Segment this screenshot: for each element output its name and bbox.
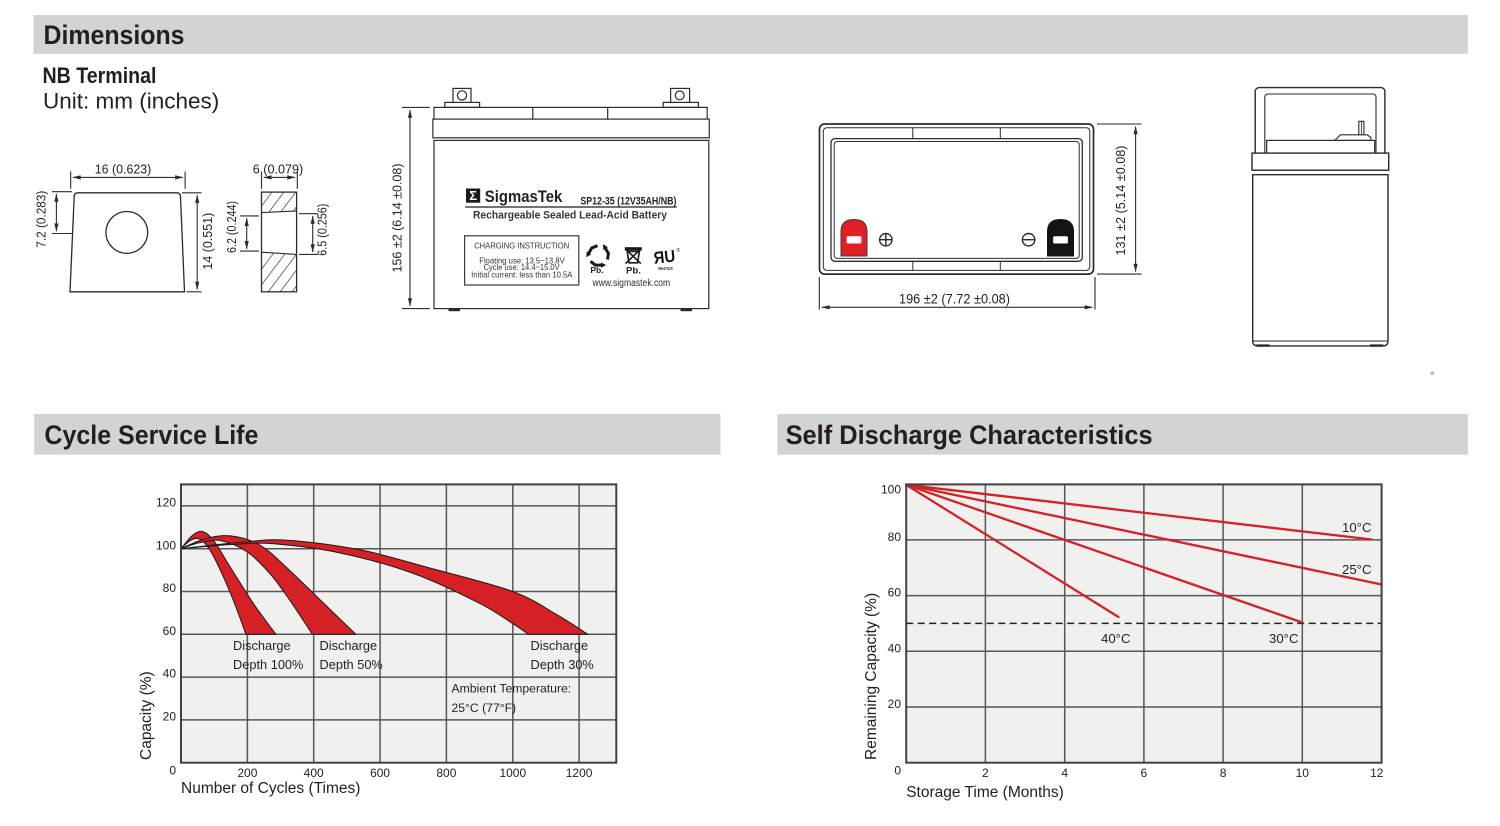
svg-text:1000: 1000 (499, 766, 526, 780)
svg-text:Floating use: 13.5~13.8V: Floating use: 13.5~13.8V (479, 256, 565, 265)
svg-text:12: 12 (1370, 766, 1384, 780)
svg-text:7.2 (0.283): 7.2 (0.283) (33, 191, 48, 248)
svg-text:10°C: 10°C (1342, 520, 1372, 535)
svg-text:20: 20 (163, 710, 177, 724)
svg-text:Rechargeable Sealed Lead-Acid: Rechargeable Sealed Lead-Acid Battery (473, 209, 667, 221)
svg-text:10: 10 (1296, 766, 1310, 780)
svg-text:Depth 50%: Depth 50% (320, 657, 383, 672)
svg-text:1200: 1200 (566, 766, 593, 780)
svg-text:6.2 (0.244): 6.2 (0.244) (224, 201, 239, 253)
svg-text:40: 40 (888, 641, 902, 655)
svg-text:40°C: 40°C (1101, 631, 1131, 646)
svg-text:131 ±2 (5.14 ±0.08): 131 ±2 (5.14 ±0.08) (1113, 146, 1128, 256)
svg-text:NB Terminal: NB Terminal (43, 63, 157, 88)
svg-text:Remaining Capacity (%): Remaining Capacity (%) (863, 593, 880, 760)
svg-text:Pb.: Pb. (590, 265, 603, 275)
svg-text:6 (0.079): 6 (0.079) (253, 162, 304, 177)
svg-text:60: 60 (163, 624, 177, 638)
svg-text:2: 2 (982, 766, 989, 780)
svg-text:60: 60 (888, 586, 902, 600)
svg-text:0: 0 (894, 763, 901, 777)
svg-text:www.sigmastek.com: www.sigmastek.com (592, 278, 671, 289)
svg-text:200: 200 (237, 766, 257, 780)
svg-text:800: 800 (436, 766, 456, 780)
svg-text:Σ: Σ (469, 188, 477, 203)
svg-text:100: 100 (881, 482, 901, 496)
svg-text:Number of Cycles (Times): Number of Cycles (Times) (181, 780, 360, 797)
svg-text:80: 80 (888, 530, 902, 544)
svg-text:Depth 100%: Depth 100% (233, 657, 303, 672)
svg-text:14 (0.551): 14 (0.551) (200, 213, 215, 270)
svg-text:CHARGING INSTRUCTION: CHARGING INSTRUCTION (474, 241, 569, 251)
svg-text:25°C: 25°C (1342, 562, 1372, 577)
svg-text:16 (0.623): 16 (0.623) (95, 162, 152, 177)
svg-text:ЯU: ЯU (653, 247, 676, 268)
svg-text:Capacity (%): Capacity (%) (138, 671, 155, 760)
svg-text:®: ® (677, 247, 681, 254)
svg-text:Initial current: less than 10.: Initial current: less than 10.5A (471, 270, 573, 279)
svg-text:Ambient Temperature:: Ambient Temperature: (452, 682, 572, 696)
svg-text:80: 80 (163, 581, 177, 595)
svg-text:6.5 (0.256): 6.5 (0.256) (315, 204, 330, 256)
svg-text:600: 600 (370, 766, 390, 780)
svg-text:MH47929: MH47929 (658, 266, 673, 272)
svg-text:SigmasTek: SigmasTek (485, 188, 563, 206)
svg-text:400: 400 (304, 766, 324, 780)
svg-text:Cycle use: 14.4~15.0V: Cycle use: 14.4~15.0V (484, 263, 561, 272)
svg-text:Dimensions: Dimensions (44, 20, 185, 50)
svg-text:Self Discharge Characteristics: Self Discharge Characteristics (786, 420, 1153, 450)
svg-text:Discharge: Discharge (233, 638, 291, 653)
svg-text:Unit: mm (inches): Unit: mm (inches) (43, 89, 219, 114)
svg-text:Discharge: Discharge (320, 638, 378, 653)
svg-text:0: 0 (169, 763, 176, 777)
svg-text:Depth 30%: Depth 30% (531, 657, 594, 672)
svg-text:156 ±2 (6.14 ±0.08): 156 ±2 (6.14 ±0.08) (390, 164, 405, 273)
svg-text:4: 4 (1061, 766, 1068, 780)
svg-text:120: 120 (156, 496, 176, 510)
svg-text:196 ±2 (7.72 ±0.08): 196 ±2 (7.72 ±0.08) (899, 291, 1010, 306)
svg-text:Pb.: Pb. (626, 266, 641, 277)
svg-text:Storage Time (Months): Storage Time (Months) (906, 784, 1064, 801)
svg-text:6: 6 (1141, 766, 1148, 780)
svg-text:Cycle Service Life: Cycle Service Life (44, 420, 258, 450)
svg-text:8: 8 (1220, 766, 1227, 780)
svg-text:25°C (77°F): 25°C (77°F) (452, 701, 517, 715)
svg-text:30°C: 30°C (1269, 631, 1299, 646)
svg-text:SP12-35 (12V35AH/NB): SP12-35 (12V35AH/NB) (580, 195, 676, 207)
svg-text:Discharge: Discharge (531, 638, 589, 653)
svg-text:40: 40 (163, 667, 177, 681)
svg-text:20: 20 (888, 697, 902, 711)
svg-text:100: 100 (156, 538, 176, 552)
